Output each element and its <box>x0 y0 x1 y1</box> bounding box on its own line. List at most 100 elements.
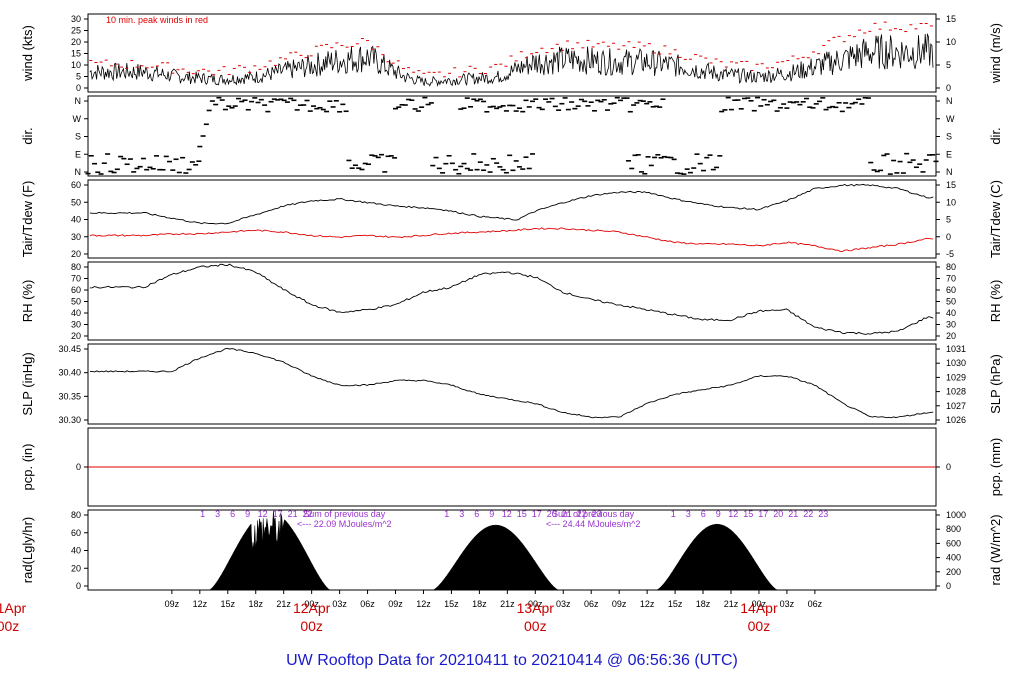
hour-label: 1 <box>671 509 676 519</box>
tick-label-right: E <box>946 149 952 159</box>
tick-label-left: 50 <box>71 297 81 307</box>
y-label-left: rad(Lgly/hr) <box>20 517 35 583</box>
tick-label-right: 60 <box>946 285 956 295</box>
x-tick-label: 15z <box>444 599 459 609</box>
y-label-left: pcp. (in) <box>20 444 35 491</box>
tick-label-left: 60 <box>71 180 81 190</box>
tick-label-right: 50 <box>946 297 956 307</box>
day-label-date: 14Apr <box>740 600 778 616</box>
x-tick-label: 12z <box>640 599 655 609</box>
hour-label: 17 <box>273 509 283 519</box>
tick-label-left: N <box>75 96 82 106</box>
sum-note-value: <--- 22.09 MJoules/m^2 <box>297 519 392 529</box>
y-label-left: SLP (inHg) <box>20 352 35 415</box>
x-tick-label: 09z <box>388 599 403 609</box>
x-tick-label: 15z <box>668 599 683 609</box>
x-tick-label: 21z <box>500 599 515 609</box>
tick-label-right: -5 <box>946 249 954 259</box>
hour-label: 23 <box>592 509 602 519</box>
hour-label: 21 <box>288 509 298 519</box>
x-tick-label: 03z <box>332 599 347 609</box>
tick-label-right: 1028 <box>946 387 966 397</box>
series-temp-0 <box>89 183 934 225</box>
tick-label-left: 0 <box>76 83 81 93</box>
time-axis: 09z 12z 15z 18z 21z 00z 03z 06z 09z 12z 15z 18z 21z 0… <box>0 590 823 634</box>
tick-label-right: N <box>946 167 953 177</box>
tick-label-left: 50 <box>71 197 81 207</box>
tick-label-left: 10 <box>71 60 81 70</box>
tick-label-left: 30.45 <box>58 344 81 354</box>
hour-label: 22 <box>577 509 587 519</box>
panel-wind: wind (kts) wind (m/s)30252015105015105010… <box>20 13 1003 93</box>
y-label-right: Tair/Tdew (C) <box>988 180 1003 258</box>
chart-panels: wind (kts) wind (m/s)30252015105015105010… <box>20 13 1003 591</box>
tick-label-left: 5 <box>76 72 81 82</box>
series-rh-0 <box>89 263 934 335</box>
tick-label-right: 20 <box>946 331 956 341</box>
x-tick-label: 00z <box>304 599 319 609</box>
tick-label-right: 1029 <box>946 372 966 382</box>
panel-frame <box>87 343 937 425</box>
sum-note-title: Sum of previous day <box>552 509 635 519</box>
tick-label-right: 1000 <box>946 510 966 520</box>
x-tick-label: 18z <box>248 599 263 609</box>
tick-label-left: 20 <box>71 563 81 573</box>
hour-label: 20 <box>773 509 783 519</box>
y-label-left: dir. <box>20 127 35 144</box>
hour-label: 21 <box>788 509 798 519</box>
hour-label: 9 <box>245 509 250 519</box>
sum-note-value: <--- 24.44 MJoules/m^2 <box>546 519 641 529</box>
series-slp-0 <box>89 347 934 419</box>
x-tick-label: 15z <box>221 599 236 609</box>
hour-label: 17 <box>532 509 542 519</box>
tick-label-right: W <box>946 114 955 124</box>
tick-label-right: 5 <box>946 60 951 70</box>
tick-label-right: 40 <box>946 308 956 318</box>
x-tick-label: 00z <box>752 599 767 609</box>
hour-label: 15 <box>517 509 527 519</box>
tick-label-right: 800 <box>946 524 961 534</box>
tick-label-left: S <box>75 132 81 142</box>
y-label-right: wind (m/s) <box>988 23 1003 84</box>
x-tick-label: 06z <box>360 599 375 609</box>
tick-label-left: 20 <box>71 331 81 341</box>
hour-label: 1 <box>444 509 449 519</box>
x-tick-label: 06z <box>808 599 823 609</box>
tick-label-right: 0 <box>946 232 951 242</box>
tick-label-right: 1031 <box>946 344 966 354</box>
panel-temp: Tair/Tdew (F) Tair/Tdew (C)60504030201510… <box>20 179 1003 259</box>
tick-label-right: 70 <box>946 274 956 284</box>
y-label-right: rad (W/m^2) <box>988 514 1003 585</box>
tick-label-left: 30 <box>71 14 81 24</box>
tick-label-left: 60 <box>71 285 81 295</box>
tick-label-right: 1027 <box>946 401 966 411</box>
series-temp-1 <box>89 227 934 253</box>
hour-label: 6 <box>474 509 479 519</box>
hour-label: 17 <box>758 509 768 519</box>
hour-label: 6 <box>230 509 235 519</box>
tick-label-left: 20 <box>71 249 81 259</box>
tick-label-left: 30 <box>71 320 81 330</box>
tick-label-right: 0 <box>946 462 951 472</box>
panel-frame <box>87 13 937 93</box>
tick-label-left: N <box>75 167 82 177</box>
hour-label: 3 <box>459 509 464 519</box>
hour-label: 1 <box>200 509 205 519</box>
tick-label-left: 80 <box>71 262 81 272</box>
tick-label-right: 10 <box>946 197 956 207</box>
y-label-right: RH (%) <box>988 280 1003 323</box>
series-wind-speed <box>89 32 934 87</box>
tick-label-right: 10 <box>946 37 956 47</box>
y-label-right: dir. <box>988 127 1003 144</box>
x-tick-label: 03z <box>556 599 571 609</box>
tick-label-right: 15 <box>946 14 956 24</box>
x-tick-label: 03z <box>780 599 795 609</box>
tick-label-left: W <box>73 114 82 124</box>
hour-label: 21 <box>562 509 572 519</box>
tick-label-right: 600 <box>946 538 961 548</box>
tick-label-left: 70 <box>71 274 81 284</box>
y-label-left: RH (%) <box>20 280 35 323</box>
day-label-date: 11Apr <box>0 600 26 616</box>
